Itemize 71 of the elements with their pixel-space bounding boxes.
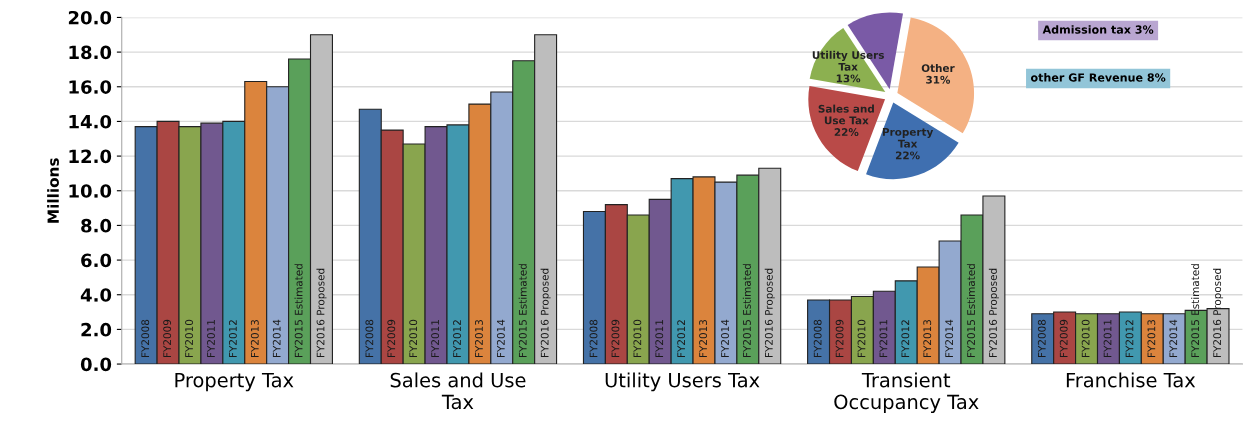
text: FY2014 [721, 319, 729, 357]
x-tick-label: Transient Occupancy Tax [834, 372, 979, 413]
y-tick-label: 18.0 [69, 45, 112, 60]
text: FY2011 [431, 320, 440, 357]
text: FY2012 [677, 320, 686, 357]
text: FY2014 [272, 319, 281, 357]
y-tick-label: 14.0 [69, 114, 112, 129]
text: FY2010 [185, 319, 193, 357]
text: FY2013 [1147, 319, 1156, 357]
annotation: Admission tax 3% [1042, 25, 1154, 34]
text: FY2014 [945, 319, 954, 357]
text: FY2015 Estimated [518, 264, 527, 357]
series-label: FY2011 [207, 320, 215, 357]
x-tick-label: Franchise Tax [1066, 372, 1196, 388]
y-tick-label: 10.0 [69, 184, 112, 198]
data-label: 13% [836, 74, 861, 83]
series-label: FY2008 [1037, 319, 1046, 357]
x-tick-label: Sales and Use Tax [390, 372, 526, 410]
series-label: FY2012 [1125, 320, 1134, 357]
text: FY2009 [163, 319, 172, 357]
text: FY2016 Proposed [988, 268, 999, 357]
text: FY2010 [857, 319, 866, 357]
series-label: FY2009 [1059, 319, 1068, 357]
y-tick-label: 6.0 [81, 253, 112, 268]
series-label: FY2016 Proposed [1213, 268, 1224, 357]
text: FY2013 [699, 319, 708, 357]
y-tick-label: 2.0 [81, 322, 112, 337]
slice-label: Other [921, 63, 955, 73]
text: FY2009 [611, 319, 620, 357]
slice-label: Sales and Use Tax [818, 104, 874, 125]
text: FY2012 [901, 320, 910, 357]
text: FY2013 [250, 319, 259, 357]
text: FY2010 [633, 319, 642, 357]
text: FY2011 [1103, 320, 1112, 357]
text: FY2015 Estimated [742, 264, 751, 357]
text: FY2009 [835, 319, 844, 357]
text: FY2008 [589, 319, 598, 357]
text: FY2008 [365, 319, 374, 357]
text: FY2013 [475, 319, 483, 357]
data-label: 22% [895, 151, 920, 160]
y-axis-title: Millions [47, 158, 59, 223]
data-label: 22% [834, 128, 859, 136]
y-tick-label: 16.0 [69, 80, 112, 94]
text: FY2011 [655, 320, 664, 357]
annotation: other GF Revenue 8% [1030, 73, 1166, 82]
slice-label: Property Tax [882, 128, 934, 148]
text: FY2016 Proposed [764, 268, 775, 357]
text: FY2016 Proposed [540, 268, 551, 357]
text: FY2011 [879, 320, 888, 357]
series-label: FY2015 Estimated [1191, 264, 1200, 357]
y-tick-label: 12.0 [69, 149, 112, 164]
y-tick-label: 20.0 [68, 10, 112, 25]
y-tick-label: 4.0 [80, 288, 112, 302]
x-tick-label: Utility Users Tax [605, 372, 760, 392]
series-label: FY2013 [923, 319, 932, 357]
text: FY2010 [409, 319, 418, 357]
text: FY2014 [496, 319, 505, 357]
y-tick-label: 0.0 [80, 357, 112, 372]
text: FY2016 Proposed [316, 268, 327, 357]
text: FY2012 [228, 320, 237, 357]
text: FY2012 [453, 320, 461, 357]
text: FY2015 Estimated [294, 264, 303, 357]
data-label: 31% [926, 75, 951, 84]
y-tick-label: 8.0 [81, 218, 112, 233]
x-tick-label: Property Tax [175, 372, 294, 392]
text: FY2009 [387, 319, 396, 357]
text: FY2015 Estimated [966, 264, 976, 357]
text: FY2008 [813, 319, 822, 357]
series-label: FY2010 [1081, 319, 1090, 357]
text: FY2008 [141, 319, 150, 357]
series-label: FY2014 [1169, 319, 1178, 357]
